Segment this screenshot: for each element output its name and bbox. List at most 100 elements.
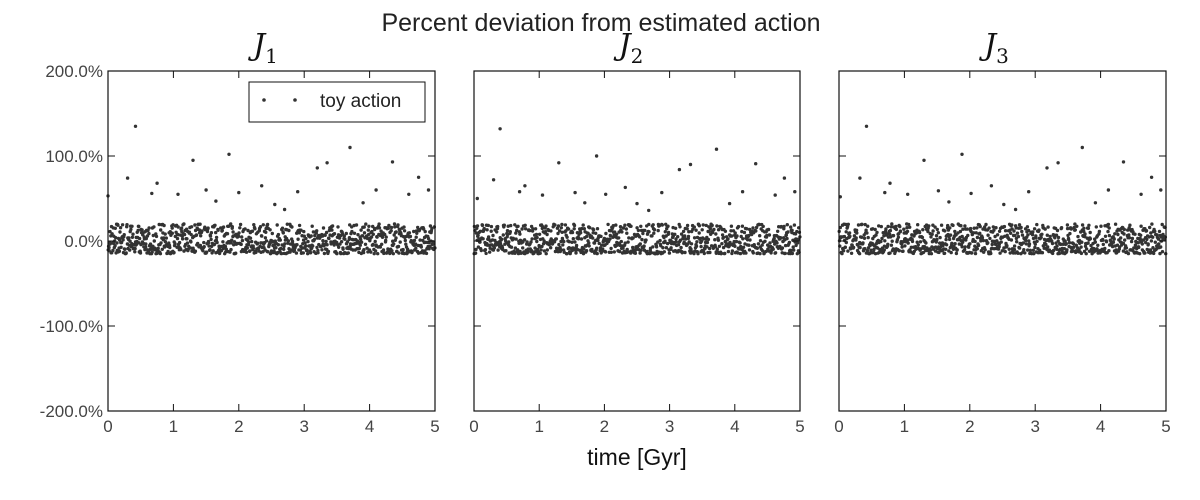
data-point — [954, 251, 959, 256]
data-point — [227, 152, 231, 156]
data-point — [1110, 244, 1115, 249]
data-point — [160, 247, 164, 251]
data-point — [118, 230, 122, 234]
data-point — [920, 235, 925, 240]
data-point — [571, 237, 575, 241]
data-point — [656, 228, 660, 233]
data-point — [567, 240, 571, 244]
data-point — [1002, 224, 1007, 229]
data-point — [276, 232, 281, 237]
data-point — [700, 228, 704, 232]
data-point — [1063, 239, 1067, 243]
data-point — [537, 245, 542, 249]
data-point — [792, 223, 797, 227]
data-point — [557, 229, 562, 233]
data-point — [930, 232, 934, 236]
data-point — [1103, 234, 1108, 238]
data-point — [335, 252, 339, 256]
data-point — [1035, 222, 1039, 227]
data-point — [863, 222, 867, 227]
data-point — [997, 242, 1001, 247]
data-point — [1119, 236, 1123, 240]
data-point — [967, 245, 971, 249]
data-point — [664, 246, 669, 250]
data-point — [757, 222, 761, 227]
data-point — [761, 224, 765, 229]
data-point — [1075, 224, 1079, 228]
data-point — [713, 238, 717, 242]
data-point — [1159, 245, 1163, 249]
data-point — [678, 225, 682, 229]
data-point — [740, 224, 745, 228]
data-point — [794, 243, 798, 248]
data-point — [422, 227, 426, 231]
data-point — [549, 229, 553, 233]
data-point — [623, 241, 627, 245]
data-point — [590, 249, 594, 253]
data-point — [697, 224, 702, 228]
data-point — [367, 224, 371, 228]
data-point — [1023, 251, 1027, 255]
data-point — [765, 233, 769, 238]
data-point — [150, 250, 154, 254]
data-point — [599, 234, 603, 239]
data-point — [431, 242, 435, 246]
data-point — [412, 238, 417, 243]
data-point — [677, 167, 682, 172]
data-point — [129, 227, 133, 232]
data-point — [501, 233, 505, 237]
data-point — [321, 226, 326, 230]
data-point — [736, 224, 741, 229]
data-point — [514, 237, 518, 241]
data-point — [642, 244, 646, 248]
data-point — [202, 245, 206, 249]
data-point — [1077, 247, 1081, 251]
data-point — [1020, 233, 1025, 237]
data-point — [864, 124, 869, 128]
data-point — [948, 226, 952, 230]
data-point — [986, 241, 990, 245]
data-point — [143, 247, 147, 252]
data-point — [373, 249, 378, 253]
data-point — [221, 240, 225, 244]
data-point — [1017, 246, 1022, 250]
data-point — [758, 239, 763, 243]
data-point — [754, 225, 759, 230]
data-point — [414, 246, 418, 250]
data-point — [975, 226, 979, 230]
data-point — [248, 249, 252, 253]
data-point — [960, 245, 964, 249]
data-point — [563, 223, 568, 227]
data-point — [260, 234, 264, 238]
data-point — [866, 224, 870, 228]
data-point — [209, 237, 213, 242]
data-point — [721, 245, 726, 250]
data-point — [383, 232, 387, 237]
data-point — [237, 231, 241, 235]
data-point — [1087, 223, 1091, 227]
panel-title: J3 — [978, 28, 1009, 68]
data-point — [906, 238, 910, 242]
data-point — [255, 241, 260, 245]
scatter-points — [837, 124, 1168, 256]
data-point — [773, 251, 778, 255]
data-point — [615, 243, 619, 247]
data-point — [127, 236, 131, 240]
data-point — [883, 239, 887, 243]
data-point — [886, 242, 890, 246]
data-point — [973, 251, 978, 256]
data-point — [121, 238, 125, 242]
data-point — [990, 242, 994, 247]
data-point — [119, 245, 123, 249]
data-point — [1026, 248, 1030, 252]
data-point — [541, 242, 546, 246]
data-point — [516, 248, 520, 252]
data-point — [560, 222, 564, 227]
data-point — [793, 190, 797, 194]
data-point — [891, 233, 896, 238]
panel-title-subscript: 1 — [265, 44, 278, 68]
data-point — [414, 235, 418, 239]
data-point — [327, 228, 332, 233]
data-point — [428, 244, 432, 249]
data-point — [224, 247, 228, 251]
